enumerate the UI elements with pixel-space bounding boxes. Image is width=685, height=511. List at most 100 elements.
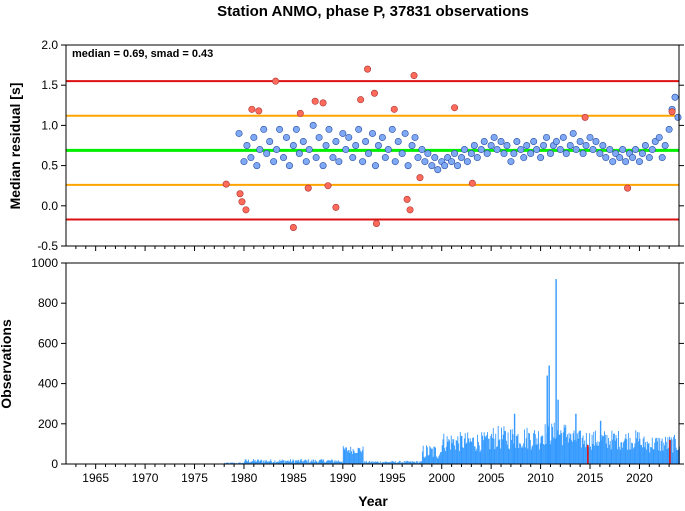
observation-bar bbox=[309, 462, 311, 464]
residual-point bbox=[473, 154, 481, 162]
outlier-point bbox=[390, 105, 398, 113]
observation-bar bbox=[530, 449, 532, 464]
residual-point bbox=[421, 158, 429, 166]
observation-bar bbox=[376, 461, 378, 464]
observation-bar bbox=[538, 449, 540, 464]
observation-bar bbox=[539, 443, 541, 464]
observation-bar bbox=[543, 444, 544, 464]
observation-bar bbox=[460, 435, 462, 464]
observation-bar bbox=[311, 459, 313, 464]
observation-bar bbox=[285, 461, 287, 464]
residual-point bbox=[309, 121, 317, 129]
observation-bar bbox=[481, 432, 483, 464]
observation-bar bbox=[257, 459, 259, 464]
residual-point bbox=[562, 150, 570, 158]
observation-bar bbox=[280, 461, 282, 464]
residual-point bbox=[342, 146, 350, 154]
observation-bar bbox=[623, 440, 625, 464]
observation-bar bbox=[247, 461, 249, 464]
observation-peak-bar bbox=[599, 420, 602, 464]
observation-bar bbox=[504, 430, 506, 464]
observation-bar bbox=[618, 446, 620, 464]
observation-bar bbox=[235, 462, 237, 464]
observation-bar bbox=[492, 428, 494, 464]
observation-bar bbox=[370, 462, 371, 464]
observation-bar bbox=[324, 462, 326, 464]
observation-bar bbox=[614, 440, 616, 464]
observation-bar bbox=[495, 433, 497, 464]
observation-bar bbox=[347, 450, 349, 464]
observation-bar bbox=[398, 462, 399, 464]
residual-y-tick-label: 2.0 bbox=[41, 38, 58, 52]
observation-bar bbox=[437, 458, 439, 464]
observation-bar bbox=[325, 461, 327, 464]
observation-bar bbox=[343, 448, 345, 464]
observation-bar bbox=[449, 449, 451, 464]
observation-bar bbox=[671, 439, 673, 464]
residual-point bbox=[365, 150, 373, 158]
observation-bar bbox=[290, 459, 292, 464]
observation-bar bbox=[453, 439, 455, 464]
observation-bar bbox=[579, 430, 581, 464]
observation-bar bbox=[433, 446, 435, 464]
observation-bar bbox=[256, 461, 258, 464]
observation-bar bbox=[383, 462, 385, 464]
residual-point bbox=[477, 146, 485, 154]
observation-bar bbox=[489, 449, 491, 464]
observation-peak-bar bbox=[548, 365, 550, 464]
observation-bar bbox=[493, 438, 495, 464]
residual-point bbox=[250, 133, 258, 141]
observation-bar bbox=[425, 456, 427, 464]
outlier-point bbox=[668, 108, 676, 116]
observation-bar bbox=[328, 460, 330, 464]
observation-bar bbox=[561, 432, 563, 464]
observation-bar bbox=[391, 460, 393, 464]
observation-bar bbox=[435, 456, 437, 464]
observation-bar bbox=[560, 430, 562, 464]
observation-bar bbox=[259, 460, 261, 464]
observation-bar bbox=[377, 461, 379, 464]
observation-bar bbox=[617, 449, 619, 464]
observation-bar bbox=[585, 447, 586, 464]
observation-bar bbox=[379, 461, 381, 464]
observation-bar bbox=[438, 456, 440, 464]
observation-bar bbox=[580, 447, 582, 464]
observation-bar bbox=[509, 449, 511, 464]
observation-bar bbox=[304, 460, 306, 464]
observation-bar bbox=[553, 422, 555, 464]
observation-bar bbox=[503, 426, 505, 464]
observation-bar bbox=[352, 449, 354, 464]
residual-y-axis-label: Median residual [s] bbox=[7, 83, 23, 210]
observation-bar bbox=[564, 427, 566, 464]
residual-point bbox=[671, 93, 679, 101]
residual-point bbox=[658, 154, 666, 162]
observation-bar bbox=[293, 460, 295, 464]
observation-bar bbox=[282, 460, 284, 464]
observation-bar bbox=[456, 440, 458, 464]
observation-bar bbox=[399, 460, 401, 464]
observation-bar bbox=[506, 444, 508, 464]
observation-bar bbox=[526, 427, 528, 464]
residual-point bbox=[533, 146, 541, 154]
observation-bar bbox=[298, 460, 300, 464]
observation-bar bbox=[496, 447, 497, 464]
observation-bar bbox=[590, 446, 591, 464]
observation-bar bbox=[566, 434, 568, 464]
observation-bar bbox=[264, 460, 266, 464]
observation-bar bbox=[474, 446, 476, 464]
residual-point bbox=[467, 150, 475, 158]
observation-bar bbox=[543, 444, 545, 464]
residual-point bbox=[619, 146, 627, 154]
outlier-point bbox=[242, 206, 250, 214]
observation-bar bbox=[538, 431, 540, 464]
outlier-point bbox=[581, 113, 589, 121]
residual-point bbox=[441, 162, 449, 170]
observation-bar bbox=[255, 462, 257, 464]
observation-bar bbox=[675, 447, 677, 464]
observation-bar bbox=[446, 436, 448, 464]
observation-bar bbox=[655, 437, 657, 464]
observation-bar bbox=[424, 457, 426, 464]
observation-bar bbox=[582, 435, 584, 464]
residual-point bbox=[648, 146, 656, 154]
residual-point bbox=[543, 133, 551, 141]
